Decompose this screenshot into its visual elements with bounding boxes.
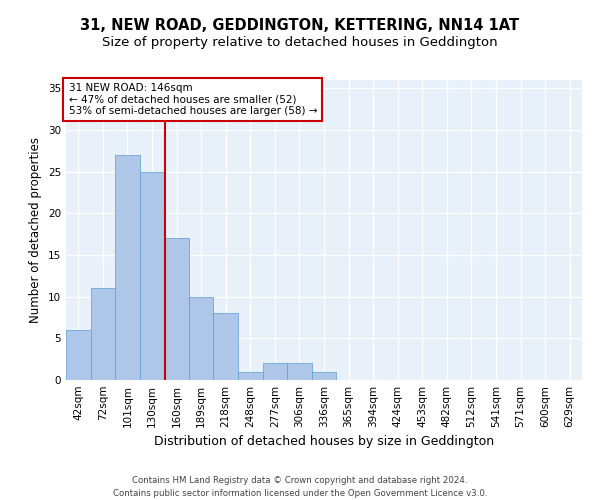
Text: 31 NEW ROAD: 146sqm
← 47% of detached houses are smaller (52)
53% of semi-detach: 31 NEW ROAD: 146sqm ← 47% of detached ho… bbox=[68, 83, 317, 116]
Text: Contains HM Land Registry data © Crown copyright and database right 2024.
Contai: Contains HM Land Registry data © Crown c… bbox=[113, 476, 487, 498]
Bar bbox=[91, 288, 115, 380]
Bar bbox=[115, 155, 140, 380]
Bar bbox=[238, 372, 263, 380]
Bar bbox=[312, 372, 336, 380]
Bar bbox=[214, 314, 238, 380]
Bar bbox=[164, 238, 189, 380]
X-axis label: Distribution of detached houses by size in Geddington: Distribution of detached houses by size … bbox=[154, 436, 494, 448]
Text: 31, NEW ROAD, GEDDINGTON, KETTERING, NN14 1AT: 31, NEW ROAD, GEDDINGTON, KETTERING, NN1… bbox=[80, 18, 520, 32]
Bar bbox=[263, 364, 287, 380]
Text: Size of property relative to detached houses in Geddington: Size of property relative to detached ho… bbox=[102, 36, 498, 49]
Bar bbox=[189, 296, 214, 380]
Bar bbox=[287, 364, 312, 380]
Y-axis label: Number of detached properties: Number of detached properties bbox=[29, 137, 43, 323]
Bar bbox=[66, 330, 91, 380]
Bar bbox=[140, 172, 164, 380]
